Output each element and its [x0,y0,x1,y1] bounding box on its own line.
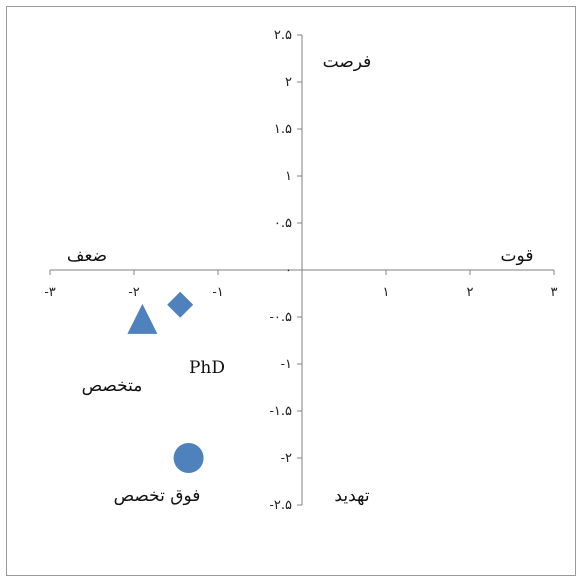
y-tick-label: -۱.۵ [270,404,293,419]
y-tick-label: ۰.۵ [274,216,292,231]
point-label: فوق تخصص [114,486,201,506]
y-tick-label: -۲.۵ [270,498,293,513]
y-tick-label: ۰ [285,263,292,278]
x-tick-label: -۱ [212,285,223,300]
x-tick-label: ۲ [467,285,474,300]
y-tick-label: -۰.۵ [270,310,293,325]
point-triangle [127,303,158,334]
point-circle [173,443,204,473]
annotations: PhD متخصص فوق تخصص فرصت تهدید قوت ضعف [67,52,534,506]
point-label: متخصص [82,376,143,396]
y-tick-label: ۲.۵ [274,28,292,43]
y-tick-label: ۱ [285,169,292,184]
data-points [127,291,204,473]
chart-frame: -۳ -۲ -۱ ۱ ۲ ۳ ۲.۵ ۲ ۱.۵ ۱ ۰.۵ ۰ -۰.۵ -۱ -۱.۵ -۲ -۲.۵ Ph… [6,6,576,576]
y-tick-label: -۲ [281,451,292,466]
quadrant-label-threat: تهدید [334,486,369,506]
x-tick-label: -۲ [128,285,139,300]
quadrant-label-weakness: ضعف [67,246,107,266]
tick-labels: -۳ -۲ -۱ ۱ ۲ ۳ ۲.۵ ۲ ۱.۵ ۱ ۰.۵ ۰ -۰.۵ -۱ -۱.۵ -۲ -۲.۵ [44,28,557,513]
y-tick-label: ۱.۵ [274,122,292,137]
x-tick-label: ۳ [551,285,558,300]
x-tick-label: ۱ [383,285,390,300]
axes [49,34,555,506]
quadrant-label-strength: قوت [501,246,534,266]
quadrant-label-opportunity: فرصت [323,52,372,72]
scatter-plot: -۳ -۲ -۱ ۱ ۲ ۳ ۲.۵ ۲ ۱.۵ ۱ ۰.۵ ۰ -۰.۵ -۱ -۱.۵ -۲ -۲.۵ Ph… [44,28,557,513]
point-label: PhD [189,358,225,378]
y-tick-label: -۱ [281,357,292,372]
y-tick-label: ۲ [285,75,292,90]
x-tick-label: -۳ [44,285,55,300]
point-diamond [167,291,194,318]
